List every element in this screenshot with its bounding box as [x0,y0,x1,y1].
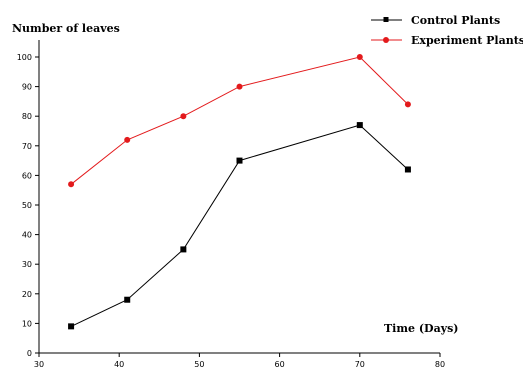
data-point-1 [404,101,411,108]
x-tick-label: 60 [275,360,285,369]
series-line-0 [70,124,409,327]
data-point-1 [124,136,131,143]
data-point-0 [124,296,131,303]
y-tick-label: 60 [22,171,32,180]
series-line-1 [70,56,409,185]
x-tick-label: 70 [355,360,365,369]
axes [38,40,440,354]
data-point-1 [180,113,187,120]
data-point-0 [180,246,187,253]
series-layer [68,54,411,330]
legend: Control Plants Experiment Plants [365,8,523,50]
y-tick-label: 40 [22,231,32,240]
x-tick-label: 50 [194,360,204,369]
y-axis-title: Number of leaves [12,22,120,35]
x-axis-title: Time (Days) [384,322,459,335]
data-point-0 [356,122,363,129]
x-ticks: 30 40 50 60 70 80 [34,353,445,369]
data-point-1 [68,181,75,188]
y-tick-label: 50 [22,201,32,210]
y-tick-label: 0 [27,349,32,358]
data-point-0 [236,157,243,164]
y-tick-label: 30 [22,260,32,269]
data-point-1 [236,83,243,90]
legend-marker-experiment [383,37,389,43]
legend-label-control: Control Plants [411,14,500,27]
x-tick-label: 80 [435,360,445,369]
x-tick-label: 30 [34,360,44,369]
y-tick-label: 70 [22,142,32,151]
y-tick-label: 10 [22,319,32,328]
y-tick-label: 20 [22,290,32,299]
y-tick-label: 90 [22,83,32,92]
legend-marker-control [383,17,389,22]
y-tick-label: 80 [22,112,32,121]
data-point-1 [356,54,363,60]
legend-background [365,8,520,50]
x-tick-label: 40 [114,360,124,369]
y-ticks: 0 10 20 30 40 50 60 70 80 90 100 [17,53,39,358]
data-point-0 [68,323,75,330]
data-point-0 [404,166,411,173]
legend-label-experiment: Experiment Plants [411,34,523,47]
y-tick-label: 100 [17,53,32,62]
